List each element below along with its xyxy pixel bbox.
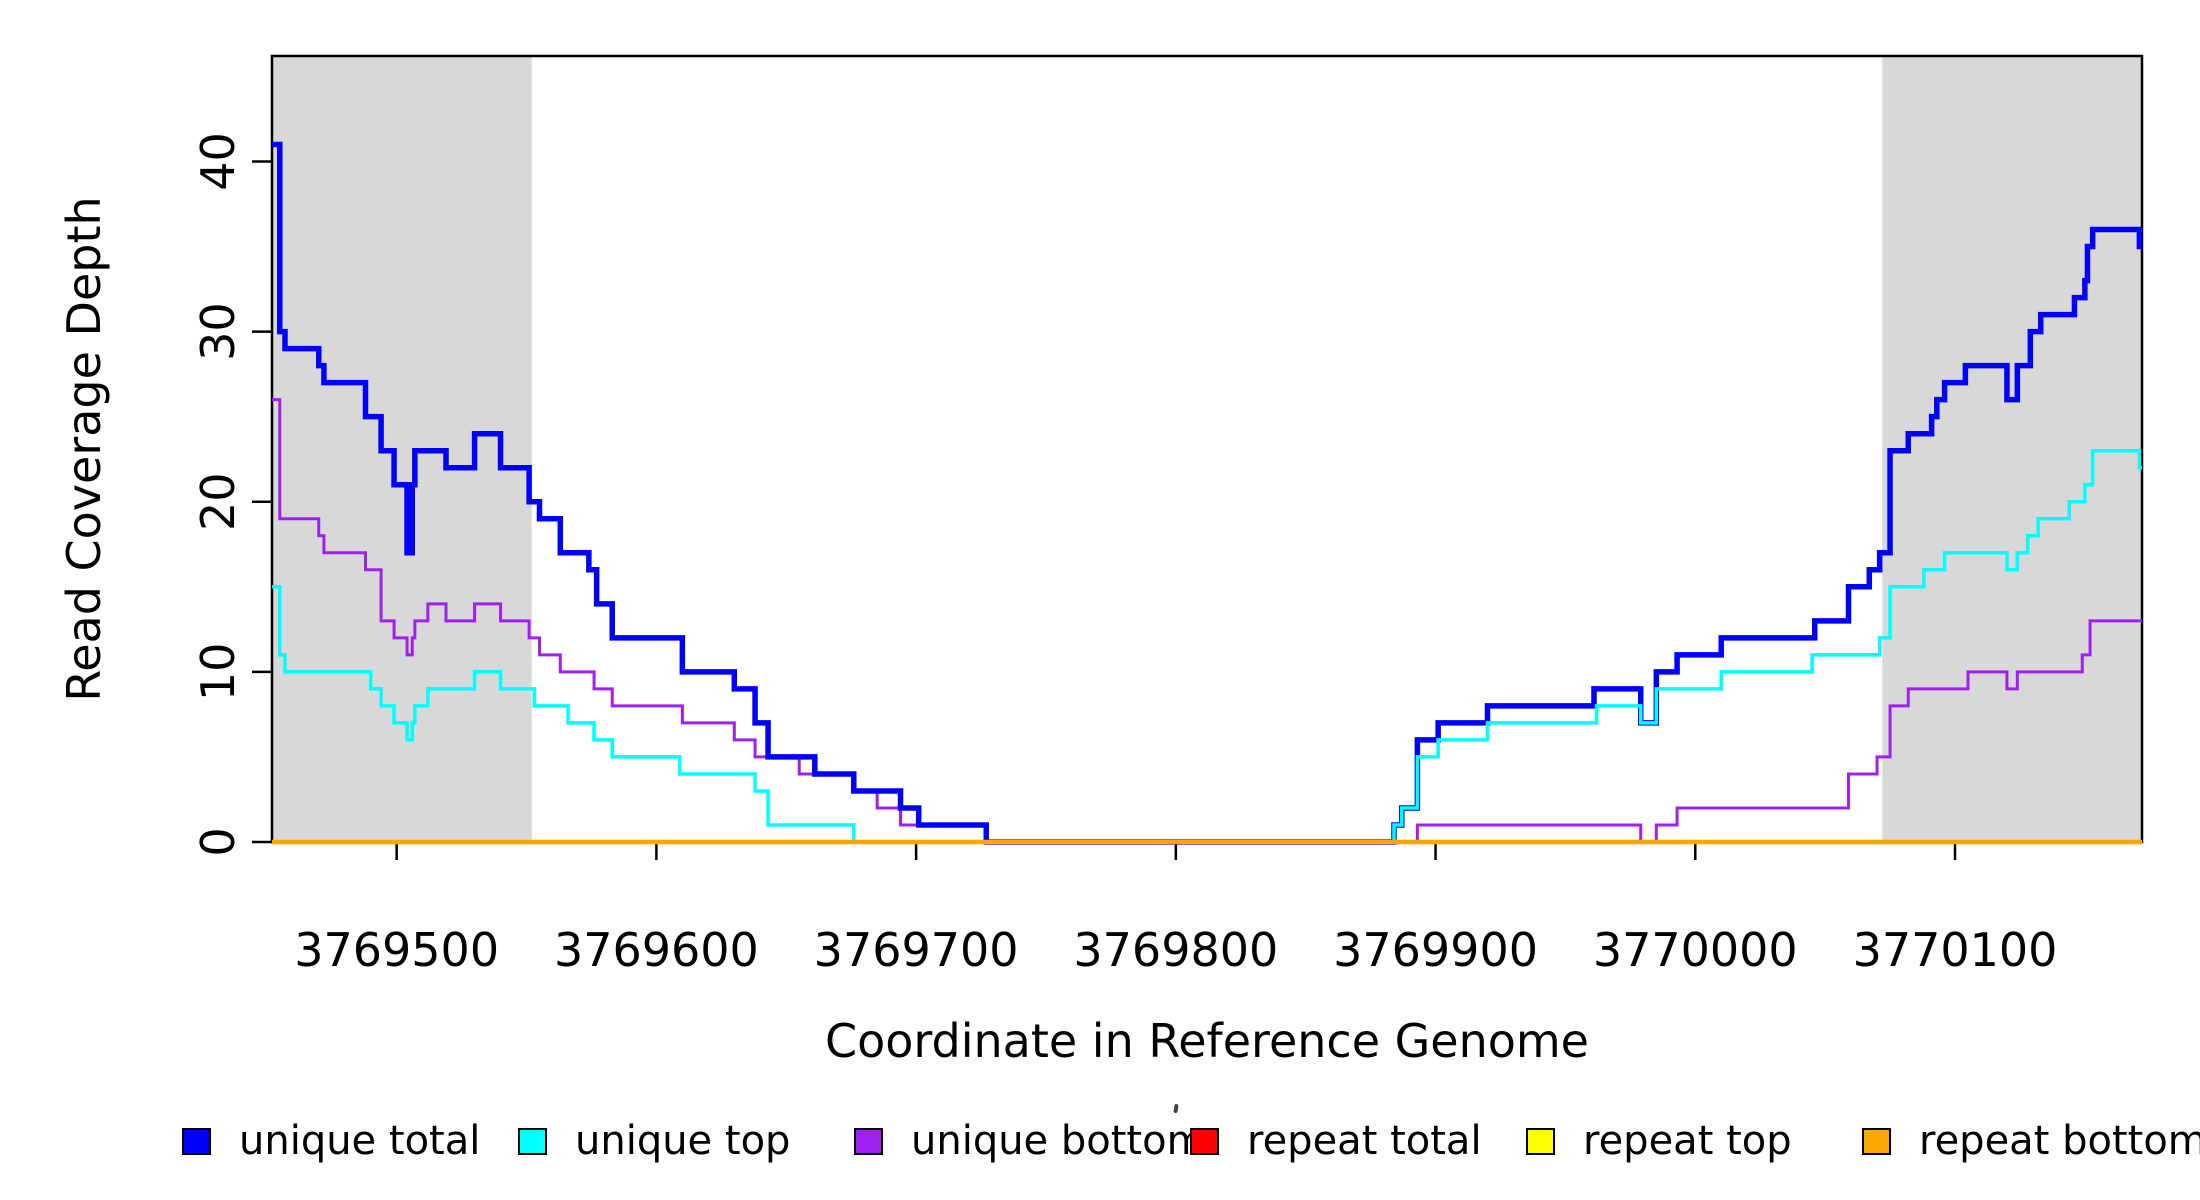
- y-axis-title: Read Coverage Depth: [57, 196, 111, 702]
- series-line-unique-total: [272, 141, 2143, 845]
- series-line-unique-top: [272, 448, 2142, 844]
- x-tick-label: 3769600: [554, 923, 759, 977]
- y-tick-label: 40: [191, 132, 245, 191]
- shaded-region: [272, 56, 532, 842]
- y-tick-label: 20: [191, 472, 245, 531]
- x-tick-label: 3769800: [1073, 923, 1278, 977]
- x-tick-label: 3770100: [1853, 923, 2058, 977]
- series-line-unique-bottom: [272, 398, 2142, 844]
- y-tick-label: 0: [191, 827, 245, 856]
- y-tick-label: 10: [191, 643, 245, 702]
- x-tick-label: 3769700: [814, 923, 1019, 977]
- plot-border: [270, 54, 2144, 844]
- x-tick-label: 3769900: [1333, 923, 1538, 977]
- x-tick-label: 3770000: [1593, 923, 1798, 977]
- x-tick-label: 3769500: [294, 923, 499, 977]
- y-tick-label: 30: [191, 302, 245, 361]
- x-axis-title: Coordinate in Reference Genome: [825, 1014, 1589, 1068]
